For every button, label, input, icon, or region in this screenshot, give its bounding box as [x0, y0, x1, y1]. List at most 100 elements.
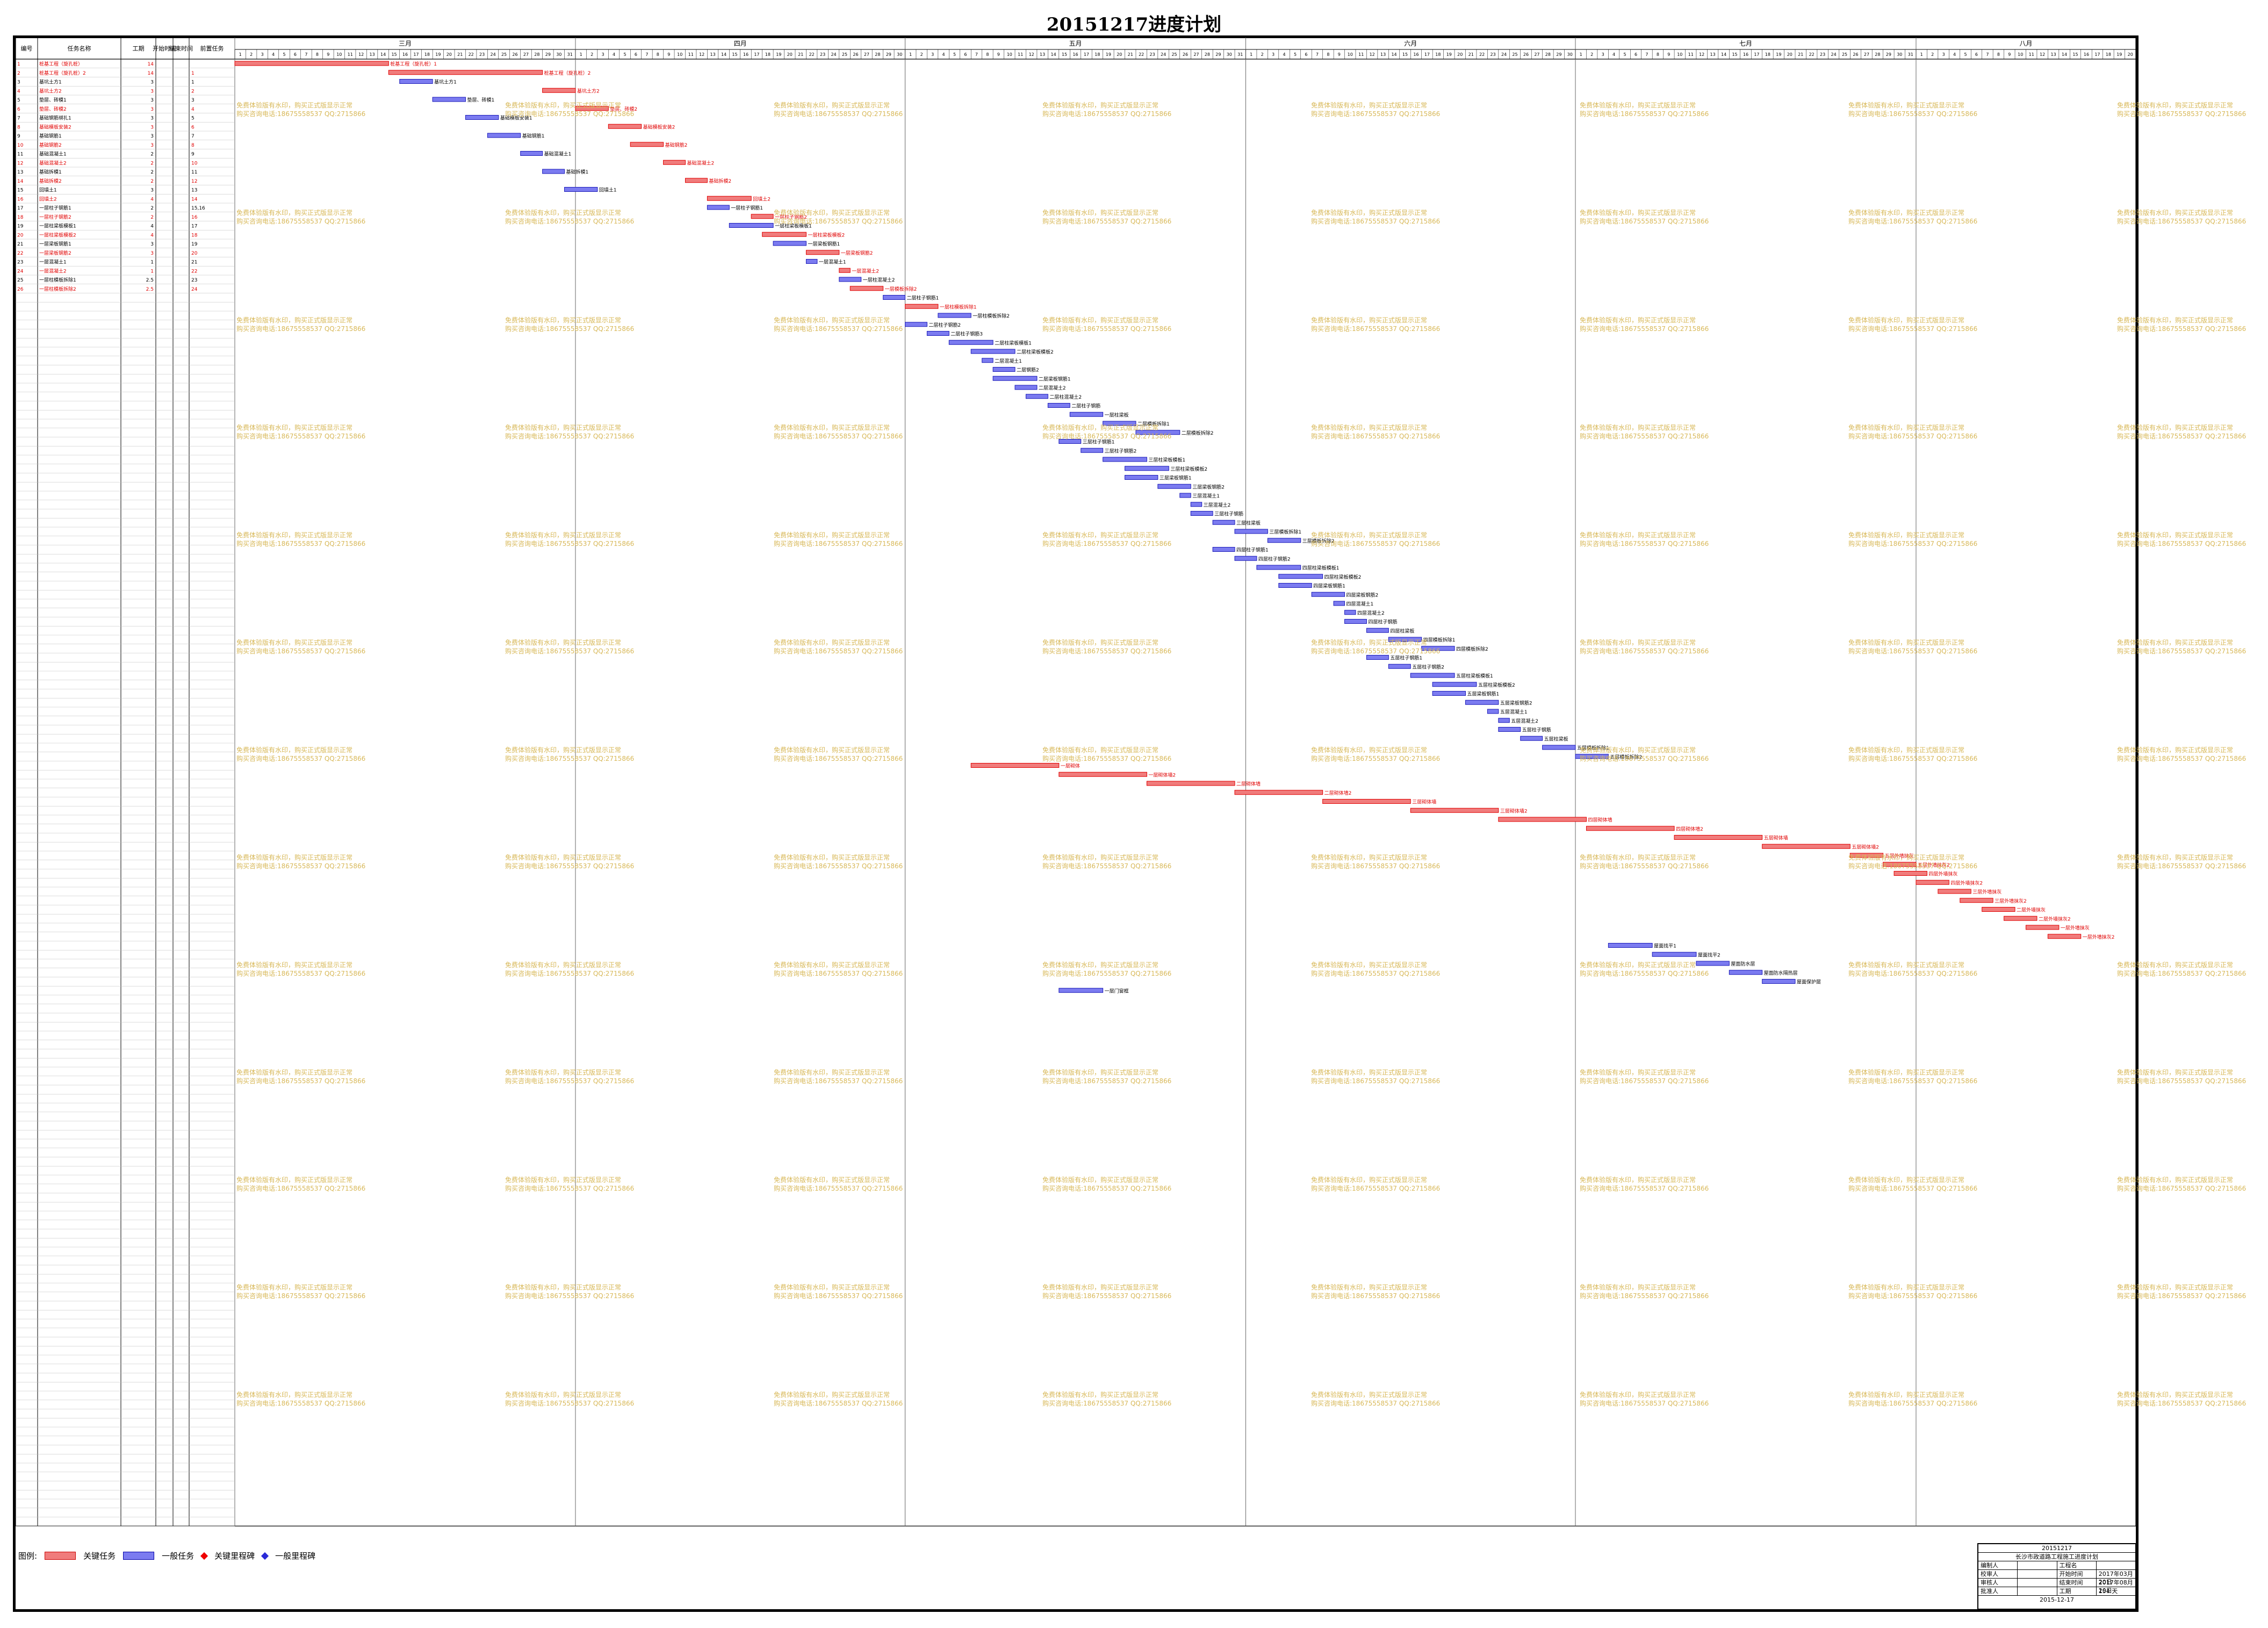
task-bar-label: 三层砌体墙2	[1500, 808, 1528, 814]
watermark: 免费体验版有水印，购买正式版显示正常	[1580, 423, 1696, 431]
watermark: 免费体验版有水印，购买正式版显示正常	[505, 423, 621, 431]
info-row: 批准人 工期 154 天	[1978, 1587, 2135, 1596]
watermark: 免费体验版有水印，购买正式版显示正常	[1311, 423, 1427, 431]
task-bar-label: 基础混凝土2	[687, 160, 714, 166]
info-header-1: 20151217	[1978, 1544, 2135, 1553]
task-bar	[1883, 862, 1917, 867]
day-label: 6	[964, 52, 967, 57]
task-bar-label: 一层混凝土1	[819, 259, 846, 265]
task-bar-label: 基础混凝土1	[544, 151, 572, 157]
task-id: 9	[17, 134, 20, 139]
task-bar-label: 基坑土方2	[577, 88, 600, 94]
info-cell: 154 天	[2098, 1588, 2118, 1595]
watermark: 免费体验版有水印，购买正式版显示正常	[1580, 101, 1696, 109]
task-bar	[938, 313, 971, 318]
day-label: 24	[491, 52, 496, 57]
task-bar	[234, 61, 389, 66]
legend-normal-milestone-icon	[261, 1552, 269, 1560]
task-bar-label: 二层砌体墙2	[1324, 790, 1352, 796]
day-label: 14	[2062, 52, 2067, 57]
watermark: 购买咨询电话:18675558537 QQ:2715866	[1042, 969, 1171, 977]
task-bar-label: 一层柱混凝土2	[863, 277, 895, 283]
watermark: 购买咨询电话:18675558537 QQ:2715866	[1848, 432, 1977, 440]
task-bar	[1125, 466, 1169, 471]
watermark: 购买咨询电话:18675558537 QQ:2715866	[1311, 1399, 1440, 1407]
task-id: 18	[17, 215, 24, 220]
watermark: 购买咨询电话:18675558537 QQ:2715866	[1580, 110, 1709, 118]
day-label: 26	[853, 52, 858, 57]
watermark: 购买咨询电话:18675558537 QQ:2715866	[1042, 217, 1171, 225]
watermark: 免费体验版有水印，购买正式版显示正常	[236, 853, 352, 861]
day-label: 1	[580, 52, 582, 57]
task-duration: 2.5	[146, 278, 154, 283]
task-name: 桩基工程（旋孔桩）2	[39, 70, 86, 76]
watermark: 购买咨询电话:18675558537 QQ:2715866	[1042, 1184, 1171, 1192]
task-bar	[1256, 565, 1301, 570]
day-label: 14	[721, 52, 726, 57]
day-label: 22	[809, 52, 815, 57]
task-duration: 2	[150, 206, 154, 211]
task-predecessor: 18	[191, 233, 198, 238]
watermark: 购买咨询电话:18675558537 QQ:2715866	[1311, 325, 1440, 333]
day-label: 12	[2040, 52, 2045, 57]
watermark: 购买咨询电话:18675558537 QQ:2715866	[2117, 1184, 2246, 1192]
watermark: 免费体验版有水印，购买正式版显示正常	[774, 1283, 890, 1291]
day-label: 9	[327, 52, 329, 57]
task-id: 2	[17, 71, 20, 76]
task-bar-label: 二层柱子钢筋	[1071, 403, 1100, 409]
task-bar-label: 二层柱梁板模板2	[1017, 349, 1054, 355]
watermark: 免费体验版有水印，购买正式版显示正常	[1580, 853, 1696, 861]
task-bar	[707, 205, 730, 210]
day-label: 7	[305, 52, 307, 57]
watermark: 购买咨询电话:18675558537 QQ:2715866	[236, 1399, 365, 1407]
day-label: 9	[997, 52, 1000, 57]
task-bar-label: 五层模板拆除1	[1577, 745, 1609, 751]
watermark: 免费体验版有水印，购买正式版显示正常	[1042, 316, 1158, 324]
day-label: 22	[469, 52, 474, 57]
task-bar-label: 二层柱子钢筋2	[928, 322, 961, 328]
task-bar	[1652, 952, 1697, 957]
task-bar	[1608, 943, 1653, 948]
watermark: 免费体验版有水印，购买正式版显示正常	[774, 1176, 890, 1184]
watermark: 购买咨询电话:18675558537 QQ:2715866	[2117, 1399, 2246, 1407]
task-bar-label: 一层砌体	[1061, 763, 1080, 769]
task-bar	[883, 295, 906, 300]
watermark: 免费体验版有水印，购买正式版显示正常	[1848, 316, 1964, 324]
day-label: 1	[1580, 52, 1582, 57]
day-label: 6	[294, 52, 297, 57]
task-name: 垫层、砖模1	[39, 97, 67, 103]
day-label: 14	[1050, 52, 1056, 57]
watermark: 购买咨询电话:18675558537 QQ:2715866	[505, 1292, 634, 1300]
task-name: 基础混凝土1	[39, 151, 67, 157]
info-footer: 2015-12-17	[2040, 1596, 2074, 1603]
task-bar-label: 一层外墙抹灰	[2061, 925, 2090, 931]
day-label: 16	[1743, 52, 1748, 57]
watermark: 购买咨询电话:18675558537 QQ:2715866	[2117, 754, 2246, 762]
task-predecessor: 1	[191, 71, 195, 76]
watermark: 购买咨询电话:18675558537 QQ:2715866	[774, 754, 903, 762]
task-duration: 2	[150, 170, 154, 175]
watermark: 购买咨询电话:18675558537 QQ:2715866	[774, 647, 903, 655]
day-label: 31	[567, 52, 573, 57]
day-label: 14	[380, 52, 386, 57]
watermark: 购买咨询电话:18675558537 QQ:2715866	[505, 862, 634, 870]
day-label: 10	[1348, 52, 1353, 57]
watermark: 免费体验版有水印，购买正式版显示正常	[2117, 746, 2233, 754]
task-bar	[487, 133, 521, 138]
watermark: 购买咨询电话:18675558537 QQ:2715866	[1042, 325, 1171, 333]
day-label: 10	[1677, 52, 1682, 57]
day-label: 9	[2008, 52, 2011, 57]
watermark: 购买咨询电话:18675558537 QQ:2715866	[1580, 969, 1709, 977]
task-predecessor: 9	[191, 152, 195, 157]
day-label: 26	[512, 52, 517, 57]
watermark: 免费体验版有水印，购买正式版显示正常	[1042, 638, 1158, 646]
watermark: 购买咨询电话:18675558537 QQ:2715866	[1848, 647, 1977, 655]
day-label: 19	[776, 52, 781, 57]
day-label: 22	[1479, 52, 1485, 57]
day-label: 13	[370, 52, 375, 57]
day-label: 9	[1338, 52, 1341, 57]
day-label: 2	[1261, 52, 1264, 57]
legend-critical-label: 关键任务	[83, 1551, 116, 1561]
watermark: 购买咨询电话:18675558537 QQ:2715866	[505, 969, 634, 977]
watermark: 免费体验版有水印，购买正式版显示正常	[236, 531, 352, 539]
